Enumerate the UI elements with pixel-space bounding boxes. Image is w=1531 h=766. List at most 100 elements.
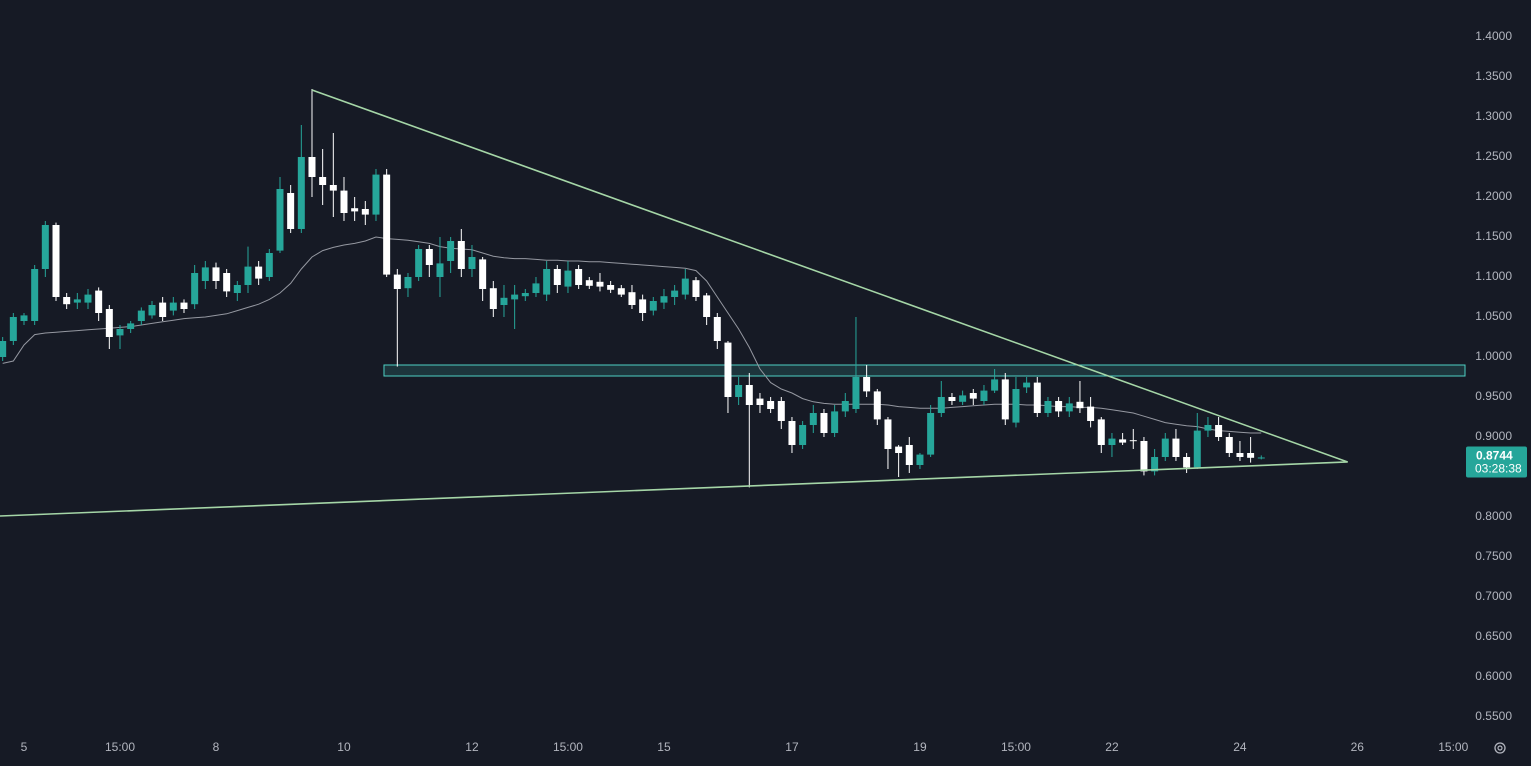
candle-body <box>212 267 220 281</box>
candle-body <box>372 174 380 215</box>
candle <box>852 317 860 413</box>
candle <box>116 325 124 349</box>
candle <box>361 201 369 225</box>
x-tick-label: 17 <box>785 740 799 754</box>
candle-body <box>361 209 369 215</box>
candle <box>425 245 433 277</box>
x-tick-label: 15:00 <box>553 740 583 754</box>
candle <box>63 293 71 309</box>
candle <box>105 305 113 349</box>
candle <box>841 393 849 417</box>
candle <box>969 389 977 405</box>
candle <box>895 445 903 477</box>
candle <box>73 293 81 309</box>
candle <box>0 337 7 361</box>
candle <box>148 301 156 319</box>
candle-body <box>329 185 337 191</box>
y-tick-label: 0.9000 <box>1475 429 1512 443</box>
candle-body <box>745 385 753 405</box>
candle-body <box>137 310 145 321</box>
candle <box>564 261 572 293</box>
candle <box>884 417 892 469</box>
candle <box>959 390 967 405</box>
moving-average <box>2 236 1262 434</box>
trendline <box>311 89 1348 463</box>
candle <box>756 393 764 413</box>
x-tick-label: 12 <box>465 740 479 754</box>
candle-body <box>969 393 977 399</box>
candle <box>1193 413 1201 469</box>
candle-body <box>521 293 529 297</box>
y-tick-label: 1.0500 <box>1475 309 1512 323</box>
candle-body <box>1001 379 1009 420</box>
candle-body <box>681 278 689 295</box>
candle <box>692 277 700 301</box>
candle-body <box>148 305 156 316</box>
candle-body <box>297 157 305 229</box>
candle-body <box>63 297 71 305</box>
candle-body <box>553 269 561 285</box>
candle-body <box>692 280 700 297</box>
candle-body <box>393 274 401 289</box>
candle-body <box>703 295 711 317</box>
candle <box>500 285 508 317</box>
candle <box>265 249 273 281</box>
y-tick-label: 0.8000 <box>1475 509 1512 523</box>
y-tick-label: 0.6500 <box>1475 629 1512 643</box>
candle-body <box>820 413 828 433</box>
candle <box>1012 377 1020 428</box>
candle <box>724 341 732 413</box>
candle <box>809 405 817 433</box>
candle <box>383 169 391 277</box>
x-tick-label: 15 <box>657 740 671 754</box>
candle <box>479 257 487 301</box>
candle-body <box>383 174 391 275</box>
candle-body <box>532 283 540 293</box>
candle-body <box>191 273 199 305</box>
candle <box>84 289 92 309</box>
candle <box>191 265 199 309</box>
candle-body <box>575 269 583 285</box>
candle-body <box>265 253 273 277</box>
candle <box>639 294 647 321</box>
y-tick-label: 1.1500 <box>1475 229 1512 243</box>
candle-body <box>1151 457 1159 472</box>
candle-body <box>1204 425 1212 431</box>
candle <box>415 245 423 281</box>
candle-body <box>31 269 39 321</box>
candle <box>788 417 796 453</box>
candle <box>543 261 551 301</box>
candle-body <box>105 309 113 337</box>
candle-body <box>585 280 593 286</box>
candle <box>532 277 540 297</box>
gear-ring <box>1494 742 1506 754</box>
candle <box>319 149 327 205</box>
candle <box>297 125 305 233</box>
y-tick-label: 1.2500 <box>1475 149 1512 163</box>
candle <box>937 381 945 417</box>
candle-body <box>9 317 17 341</box>
candle <box>1215 417 1223 441</box>
candle-body <box>980 390 988 401</box>
candle-body <box>628 292 636 305</box>
candle <box>9 313 17 345</box>
candle-body <box>639 299 647 313</box>
candle-body <box>244 266 252 285</box>
settings-icon[interactable] <box>1494 742 1506 754</box>
candle-body <box>1108 438 1116 445</box>
candle-body <box>756 398 764 405</box>
candle <box>201 261 209 289</box>
candle <box>1097 417 1105 453</box>
candle-body <box>201 267 209 281</box>
candle-body <box>1257 457 1265 459</box>
candle <box>607 281 615 293</box>
candle-body <box>457 241 465 269</box>
candle <box>1065 397 1073 417</box>
candle <box>447 237 455 273</box>
candle <box>1087 397 1095 428</box>
y-tick-label: 1.1000 <box>1475 269 1512 283</box>
candle-body <box>276 189 284 251</box>
candle <box>585 277 593 289</box>
candle-body <box>255 266 263 279</box>
candle <box>41 221 49 277</box>
